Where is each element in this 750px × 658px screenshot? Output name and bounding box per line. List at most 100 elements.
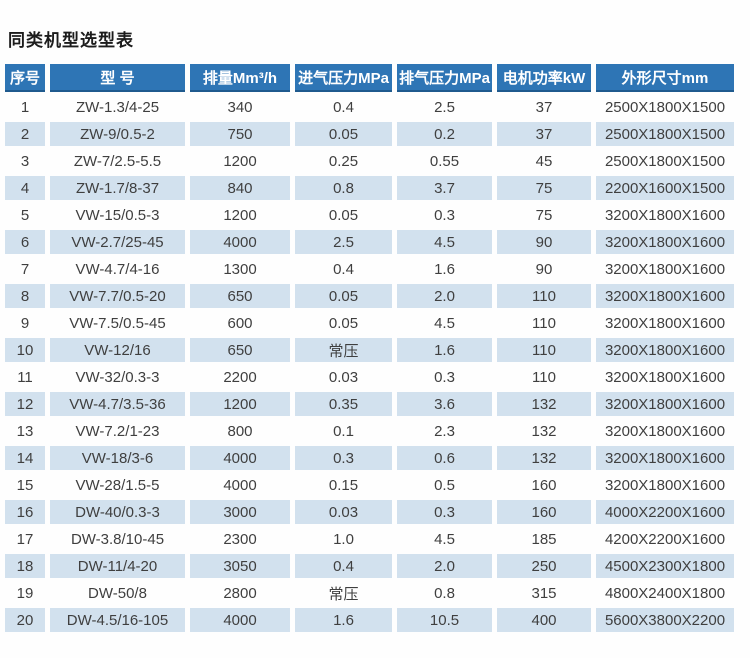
- cell-intake-pressure: 0.35: [295, 392, 392, 416]
- cell-intake-pressure: 0.4: [295, 554, 392, 578]
- column-header-displacement: 排量Mm³/h: [190, 64, 290, 92]
- table-row: 5 VW-15/0.5-3 1200 0.05 0.3 75 3200X1800X1600: [5, 203, 734, 227]
- cell-displacement: 4000: [190, 230, 290, 254]
- table-row: 20 DW-4.5/16-105 4000 1.6 10.5 400 5600X3800X2…: [5, 608, 734, 632]
- model-selection-table: 序号型 号排量Mm³/h 进气压力MPa 排气压力MPa 电机功率kW 外形尺寸mm 1…: [0, 61, 739, 635]
- cell-exhaust-pressure: 10.5: [397, 608, 492, 632]
- cell-model: VW-32/0.3-3: [75, 368, 160, 386]
- cell-motor-power: 110: [497, 338, 591, 362]
- column-header-serial: 序号: [5, 64, 45, 92]
- cell-serial: 9: [20, 314, 30, 332]
- cell-displacement: 1200: [190, 392, 290, 416]
- cell-displacement: 800: [227, 422, 253, 440]
- cell-motor-power: 110: [532, 368, 556, 386]
- cell-dimensions: 3200X1800X1600: [604, 314, 726, 332]
- table-row: 13 VW-7.2/1-23 800 0.1 2.3 132 3200X1800X1600: [5, 419, 734, 443]
- cell-dimensions: 3200X1800X1600: [596, 392, 734, 416]
- cell-serial: 3: [20, 152, 30, 170]
- cell-intake-pressure: 0.25: [328, 152, 359, 170]
- table-row: 2 ZW-9/0.5-2 750 0.05 0.2 37 2500X1800X1500: [5, 122, 734, 146]
- cell-exhaust-pressure: 0.55: [429, 152, 460, 170]
- cell-serial: 14: [5, 446, 45, 470]
- cell-model: VW-7.2/1-23: [75, 422, 160, 440]
- cell-serial: 20: [5, 608, 45, 632]
- cell-serial: 5: [20, 206, 30, 224]
- table-row: 8 VW-7.7/0.5-20 650 0.05 2.0 110 3200X1800X160…: [5, 284, 734, 308]
- cell-model: VW-12/16: [50, 338, 185, 362]
- table-wrap: 序号型 号排量Mm³/h 进气压力MPa 排气压力MPa 电机功率kW 外形尺寸mm 1…: [0, 61, 739, 635]
- table-row: 7 VW-4.7/4-16 1300 0.4 1.6 90 3200X1800X1600: [5, 257, 734, 281]
- cell-dimensions: 3200X1800X1600: [596, 284, 734, 308]
- cell-serial: 10: [5, 338, 45, 362]
- cell-serial: 8: [5, 284, 45, 308]
- table-row: 1 ZW-1.3/4-25 340 0.4 2.5 37 2500X1800X1500: [5, 95, 734, 119]
- cell-motor-power: 400: [497, 608, 591, 632]
- table-row: 15 VW-28/1.5-5 4000 0.15 0.5 160 3200X1800X160…: [5, 473, 734, 497]
- table-row: 12 VW-4.7/3.5-36 1200 0.35 3.6 132 3200X1800X1…: [5, 392, 734, 416]
- cell-displacement: 650: [190, 338, 290, 362]
- cell-exhaust-pressure: 0.3: [397, 500, 492, 524]
- cell-serial: 15: [16, 476, 34, 494]
- cell-serial: 19: [16, 584, 34, 602]
- cell-motor-power: 250: [497, 554, 591, 578]
- cell-exhaust-pressure: 2.3: [434, 422, 455, 440]
- table-row: 19 DW-50/8 2800 常压 0.8 315 4800X2400X1800: [5, 581, 734, 605]
- cell-dimensions: 5600X3800X2200: [596, 608, 734, 632]
- cell-model: VW-15/0.5-3: [75, 206, 160, 224]
- cell-displacement: 4000: [223, 476, 257, 494]
- cell-motor-power: 90: [497, 230, 591, 254]
- cell-displacement: 750: [190, 122, 290, 146]
- cell-motor-power: 160: [531, 476, 557, 494]
- cell-exhaust-pressure: 1.6: [434, 260, 455, 278]
- cell-displacement: 1200: [223, 152, 257, 170]
- cell-exhaust-pressure: 3.6: [397, 392, 492, 416]
- cell-model: ZW-1.3/4-25: [75, 98, 160, 116]
- cell-exhaust-pressure: 4.5: [434, 314, 455, 332]
- cell-motor-power: 160: [497, 500, 591, 524]
- cell-dimensions: 3200X1800X1600: [604, 422, 726, 440]
- cell-displacement: 600: [227, 314, 253, 332]
- cell-model: VW-7.5/0.5-45: [69, 314, 166, 332]
- cell-exhaust-pressure: 2.5: [434, 98, 455, 116]
- cell-dimensions: 4000X2200X1600: [596, 500, 734, 524]
- cell-motor-power: 37: [535, 98, 553, 116]
- table-row: 9 VW-7.5/0.5-45 600 0.05 4.5 110 3200X1800X160…: [5, 311, 734, 335]
- cell-dimensions: 2500X1800X1500: [604, 152, 726, 170]
- cell-serial: 4: [5, 176, 45, 200]
- cell-motor-power: 315: [531, 584, 557, 602]
- cell-displacement: 2300: [223, 530, 257, 548]
- cell-displacement: 4000: [190, 446, 290, 470]
- cell-model: DW-4.5/16-105: [50, 608, 185, 632]
- table-header: 序号型 号排量Mm³/h 进气压力MPa 排气压力MPa 电机功率kW 外形尺寸mm: [5, 64, 734, 92]
- cell-model: DW-11/4-20: [50, 554, 185, 578]
- table-row: 4 ZW-1.7/8-37 840 0.8 3.7 75 2200X1600X1500: [5, 176, 734, 200]
- cell-intake-pressure: 0.05: [328, 206, 359, 224]
- table-row: 16 DW-40/0.3-3 3000 0.03 0.3 160 4000X2200X160…: [5, 500, 734, 524]
- cell-model: ZW-7/2.5-5.5: [73, 152, 162, 170]
- table-row: 18 DW-11/4-20 3050 0.4 2.0 250 4500X2300X1800: [5, 554, 734, 578]
- table-body: 1 ZW-1.3/4-25 340 0.4 2.5 37 2500X1800X1500 2 ZW…: [5, 95, 734, 632]
- cell-model: DW-40/0.3-3: [50, 500, 185, 524]
- cell-motor-power: 185: [531, 530, 557, 548]
- cell-model: VW-2.7/25-45: [50, 230, 185, 254]
- cell-model: DW-3.8/10-45: [70, 530, 165, 548]
- cell-motor-power: 110: [497, 284, 591, 308]
- cell-displacement: 2200: [223, 368, 257, 386]
- cell-intake-pressure: 1.0: [333, 530, 354, 548]
- cell-motor-power: 110: [532, 314, 556, 332]
- cell-dimensions: 2200X1600X1500: [596, 176, 734, 200]
- cell-displacement: 840: [190, 176, 290, 200]
- cell-exhaust-pressure: 0.6: [397, 446, 492, 470]
- column-header-intake-pressure: 进气压力MPa: [295, 64, 392, 92]
- cell-displacement: 4000: [190, 608, 290, 632]
- cell-exhaust-pressure: 1.6: [397, 338, 492, 362]
- cell-intake-pressure: 0.4: [333, 260, 354, 278]
- column-header-dimensions: 外形尺寸mm: [596, 64, 734, 92]
- cell-displacement: 1300: [223, 260, 257, 278]
- cell-model: ZW-9/0.5-2: [50, 122, 185, 146]
- cell-exhaust-pressure: 4.5: [397, 230, 492, 254]
- cell-displacement: 3000: [190, 500, 290, 524]
- cell-motor-power: 132: [497, 446, 591, 470]
- cell-motor-power: 132: [497, 392, 591, 416]
